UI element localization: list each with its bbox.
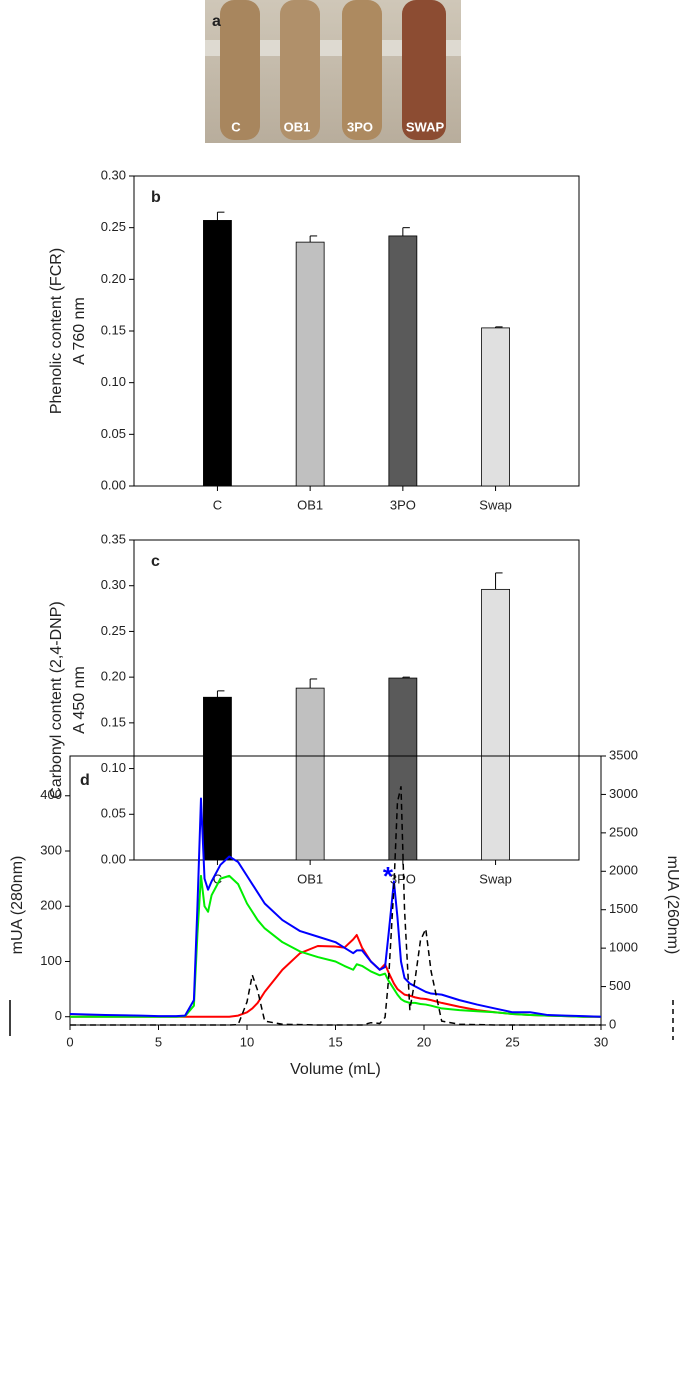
y-tick-label: 0.35 xyxy=(101,531,126,546)
plot-frame xyxy=(133,175,580,487)
bar xyxy=(295,687,325,861)
annotation: * xyxy=(383,861,394,891)
bar xyxy=(203,696,232,861)
x-tick-label: 5 xyxy=(155,1034,162,1049)
x-tick-label: 25 xyxy=(505,1034,519,1049)
y-axis-title: A 760 nm xyxy=(71,297,88,365)
y-axis-title: A 450 nm xyxy=(71,666,88,734)
y-tick-label: 0.10 xyxy=(101,374,126,389)
y-tick-label: 0.00 xyxy=(101,477,126,492)
photo: a C OB1 3PO SWAP xyxy=(205,0,461,143)
x-tick-label: C xyxy=(213,497,222,512)
y-tick-label: 2000 xyxy=(609,863,638,878)
y-tick-label: 3000 xyxy=(609,786,638,801)
series-line xyxy=(70,933,601,1018)
y-tick-label: 0.20 xyxy=(101,669,126,684)
bar xyxy=(295,241,325,487)
y-axis-title: Carbonyl content (2,4-DNP) xyxy=(48,601,65,798)
bar xyxy=(481,588,510,861)
y-tick-label: 0.25 xyxy=(101,623,126,638)
x-tick-label: OB1 xyxy=(297,497,323,512)
y-tick-label: 0.25 xyxy=(101,219,126,234)
tube xyxy=(402,0,446,140)
y2-axis-title: mUA (260nm) xyxy=(664,856,681,955)
x-tick-label: 30 xyxy=(594,1034,608,1049)
y-tick-label: 0.30 xyxy=(101,577,126,592)
series-line xyxy=(70,874,601,1018)
bar xyxy=(388,677,418,861)
bar xyxy=(388,235,418,487)
x-tick-label: 3PO xyxy=(390,871,416,886)
x-tick-label: 20 xyxy=(417,1034,431,1049)
y-axis-title: mUA (280nm) xyxy=(9,856,26,955)
panel-label: a xyxy=(212,13,221,30)
y-tick-label: 1000 xyxy=(609,940,638,955)
x-tick-label: Swap xyxy=(479,497,512,512)
y-tick-label: 0.15 xyxy=(101,714,126,729)
plot-frame xyxy=(133,539,580,861)
y-tick-label: 0 xyxy=(55,1008,62,1023)
x-tick-label: 15 xyxy=(328,1034,342,1049)
rack xyxy=(205,40,461,56)
tube xyxy=(342,0,382,140)
panel-label: b xyxy=(151,189,161,206)
x-tick-label: Swap xyxy=(479,871,512,886)
y-tick-label: 300 xyxy=(40,842,62,857)
x-tick-label: 3PO xyxy=(390,497,416,512)
tube-label: 3PO xyxy=(347,119,373,134)
tube xyxy=(220,0,260,140)
series-line xyxy=(69,797,602,1018)
y-tick-label: 0.30 xyxy=(101,167,126,182)
y-tick-label: 500 xyxy=(609,978,631,993)
y-tick-label: 0.20 xyxy=(101,271,126,286)
bar xyxy=(481,327,510,487)
y-tick-label: 3500 xyxy=(609,747,638,762)
y-tick-label: 2500 xyxy=(609,824,638,839)
y-tick-label: 0.00 xyxy=(101,851,126,866)
y-tick-label: 0.15 xyxy=(101,322,126,337)
panel-label: d xyxy=(80,772,90,789)
y-tick-label: 100 xyxy=(40,953,62,968)
y-tick-label: 0.10 xyxy=(101,760,126,775)
x-tick-label: OB1 xyxy=(297,871,323,886)
panel-label: c xyxy=(151,553,160,570)
tube-label: C xyxy=(231,119,241,134)
series-line xyxy=(70,785,601,1026)
tube xyxy=(280,0,320,140)
y-tick-label: 0.05 xyxy=(101,426,126,441)
x-tick-label: 0 xyxy=(66,1034,73,1049)
x-tick-label: 10 xyxy=(240,1034,254,1049)
y-axis-title: Phenolic content (FCR) xyxy=(48,248,65,414)
tube-label: SWAP xyxy=(406,119,445,134)
tube-label: OB1 xyxy=(284,119,311,134)
y-tick-label: 400 xyxy=(40,787,62,802)
y-tick-label: 1500 xyxy=(609,901,638,916)
x-tick-label: C xyxy=(213,871,222,886)
plot-frame xyxy=(69,755,602,1026)
bar xyxy=(203,220,232,487)
y-tick-label: 0.05 xyxy=(101,806,126,821)
y-tick-label: 0 xyxy=(609,1016,616,1031)
x-axis-title: Volume (mL) xyxy=(290,1061,381,1078)
y-tick-label: 200 xyxy=(40,898,62,913)
